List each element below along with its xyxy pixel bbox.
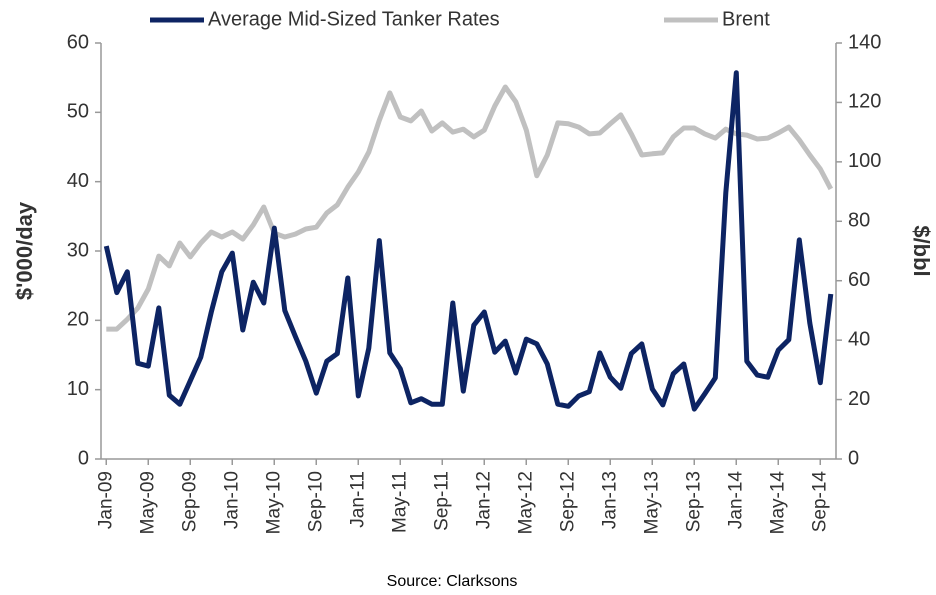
x-tick-label: May-14 [767, 471, 788, 535]
x-tick-label: May-13 [641, 471, 662, 534]
y-tick-label: 20 [67, 309, 89, 331]
y2-tick-label: 0 [848, 447, 859, 469]
x-tick-label: Sep-10 [305, 471, 326, 532]
legend-label: Average Mid-Sized Tanker Rates [208, 8, 500, 30]
x-tick-label: Sep-13 [683, 471, 704, 532]
y2-tick-label: 80 [848, 210, 870, 232]
x-tick-label: Sep-12 [557, 471, 578, 532]
y-tick-label: 10 [67, 378, 89, 400]
y2-tick-label: 20 [848, 388, 870, 410]
x-tick-label: Sep-11 [431, 471, 452, 531]
x-tick-label: Sep-14 [809, 471, 830, 533]
y-tick-label: 60 [67, 31, 89, 53]
x-tick-label: Jan-11 [347, 471, 368, 528]
y-axis-title: $'000/day [12, 201, 37, 300]
x-tick-label: Sep-09 [179, 471, 200, 532]
x-tick-label: Jan-09 [95, 471, 116, 529]
y2-axis-title: $/bbl [909, 225, 934, 276]
x-tick-label: Jan-14 [725, 471, 746, 530]
series-line [103, 70, 834, 412]
x-tick-label: May-10 [263, 471, 284, 534]
y-tick-label: 0 [78, 447, 89, 469]
y2-tick-label: 60 [848, 269, 870, 291]
x-tick-label: May-09 [137, 471, 158, 534]
x-tick-label: Jan-10 [221, 471, 242, 529]
y-tick-label: 40 [67, 170, 89, 192]
y2-tick-label: 140 [848, 31, 881, 53]
source-note: Source: Clarksons [387, 573, 518, 590]
x-tick-label: Jan-12 [473, 471, 494, 529]
x-tick-label: May-12 [515, 471, 536, 534]
y2-tick-label: 100 [848, 150, 881, 172]
y2-tick-label: 120 [848, 91, 881, 113]
x-tick-label: Jan-13 [599, 471, 620, 529]
y2-tick-label: 40 [848, 328, 870, 350]
y-tick-label: 30 [67, 239, 89, 261]
x-tick-label: May-11 [389, 471, 410, 533]
legend-label: Brent [722, 8, 770, 30]
series-line [106, 84, 834, 332]
y-tick-label: 50 [67, 101, 89, 123]
